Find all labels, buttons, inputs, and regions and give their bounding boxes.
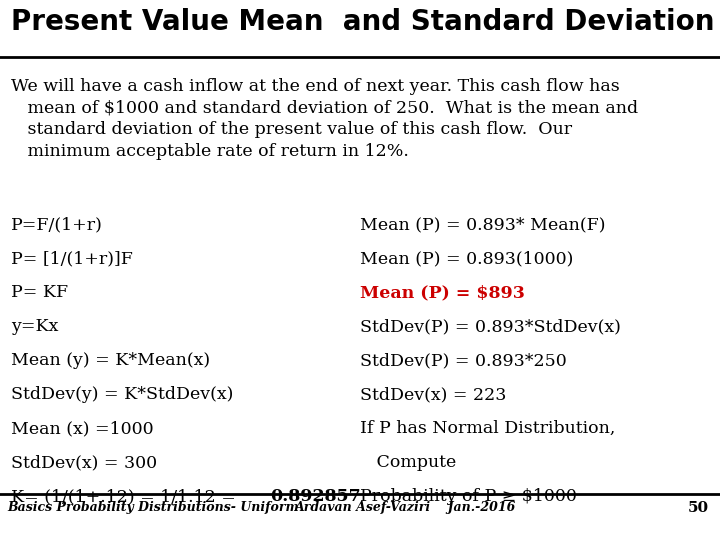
Text: K= (1/(1+.12) = 1/1.12 =: K= (1/(1+.12) = 1/1.12 = (11, 488, 235, 505)
Text: We will have a cash inflow at the end of next year. This cash flow has
   mean o: We will have a cash inflow at the end of… (11, 78, 638, 160)
Text: StdDev(x) = 300: StdDev(x) = 300 (11, 454, 157, 471)
Text: 0.892857: 0.892857 (270, 488, 361, 505)
Text: P= KF: P= KF (11, 284, 68, 301)
Text: StdDev(y) = K*StdDev(x): StdDev(y) = K*StdDev(x) (11, 386, 233, 403)
Text: StdDev(x) = 223: StdDev(x) = 223 (360, 386, 506, 403)
Text: Probability of P ≥ $1000: Probability of P ≥ $1000 (360, 488, 577, 505)
Text: P=F/(1+r): P=F/(1+r) (11, 216, 103, 233)
Text: Compute: Compute (360, 454, 456, 471)
Text: Mean (P) = $893: Mean (P) = $893 (360, 284, 525, 301)
Text: Basics Probability Distributions- Uniform: Basics Probability Distributions- Unifor… (7, 501, 299, 514)
Text: Ardavan Asef-Vaziri    Jan.-2016: Ardavan Asef-Vaziri Jan.-2016 (295, 501, 516, 514)
Text: Mean (x) =1000: Mean (x) =1000 (11, 420, 153, 437)
Text: Mean (P) = 0.893* Mean(F): Mean (P) = 0.893* Mean(F) (360, 216, 606, 233)
Text: StdDev(P) = 0.893*250: StdDev(P) = 0.893*250 (360, 352, 567, 369)
Text: 50: 50 (688, 501, 709, 515)
Text: Mean (P) = 0.893(1000): Mean (P) = 0.893(1000) (360, 250, 573, 267)
Text: Mean (y) = K*Mean(x): Mean (y) = K*Mean(x) (11, 352, 210, 369)
Text: If P has Normal Distribution,: If P has Normal Distribution, (360, 420, 616, 437)
Text: StdDev(P) = 0.893*StdDev(x): StdDev(P) = 0.893*StdDev(x) (360, 318, 621, 335)
Text: P= [1/(1+r)]F: P= [1/(1+r)]F (11, 250, 132, 267)
Text: Present Value Mean  and Standard Deviation: Present Value Mean and Standard Deviatio… (11, 8, 714, 36)
Text: y=Kx: y=Kx (11, 318, 58, 335)
